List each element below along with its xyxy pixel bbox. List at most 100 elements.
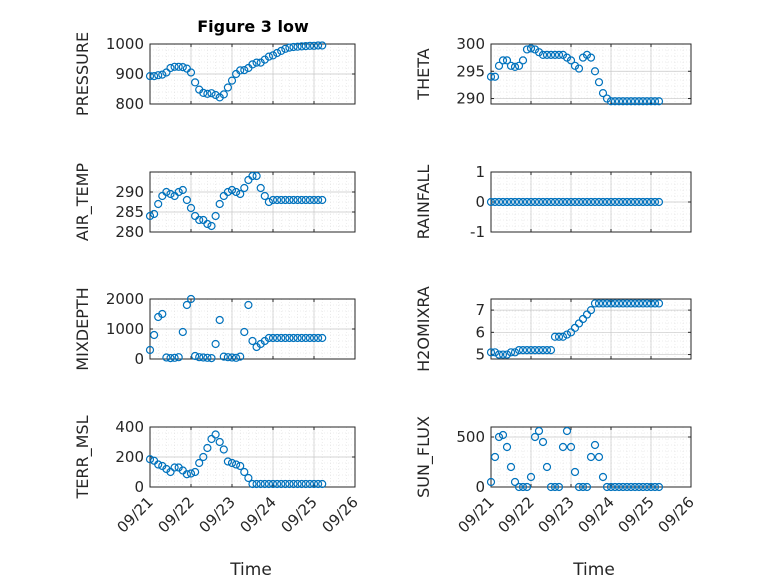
data-point [630,97,640,106]
data-point [578,314,588,324]
data-point [514,482,524,492]
data-point [518,482,528,492]
data-point [227,76,237,85]
y-axis-label: H2OMIXRA [414,286,433,372]
y-tick-label: 400 [115,418,144,436]
data-point [582,310,592,319]
data-point [498,350,508,359]
data-point [182,300,191,310]
data-point [506,61,516,70]
data-point [305,333,314,343]
data-point [289,42,298,52]
data-point [277,46,286,56]
data-point [630,197,640,207]
data-point [510,477,520,487]
data-point [586,452,596,462]
data-point [178,185,187,195]
y-tick-label: 1000 [106,320,144,338]
data-point [522,346,532,355]
data-point [207,89,216,98]
data-point [598,197,608,207]
data-point [570,197,580,207]
data-point [486,197,496,207]
y-axis-label: PRESSURE [73,32,92,116]
data-point [546,50,556,60]
data-point [305,195,314,205]
data-point [273,479,282,489]
data-point [252,479,261,489]
x-tick-label: 09/24 [575,493,618,536]
data-point [626,97,636,106]
panel-theta: 290 295 300 THETA [414,35,692,108]
data-point [256,479,265,489]
data-point [550,482,560,492]
data-point [248,171,257,181]
y-tick-label: 7 [475,301,485,319]
data-point [219,445,228,454]
data-point [586,306,596,315]
data-point [502,442,512,452]
data-point [618,197,628,207]
x-axis-label-right: Time [572,560,615,580]
y-tick-label: 5 [475,346,485,364]
data-point [195,458,204,468]
x-axis-label-left: Time [229,560,272,580]
y-axis-label: THETA [414,48,433,100]
data-point [614,97,624,106]
data-point [566,328,576,337]
data-point [650,299,660,308]
data-point [542,197,552,207]
data-point [223,83,232,92]
data-point [215,437,224,447]
data-point [522,197,532,207]
data-point [314,479,323,489]
data-point [502,197,512,207]
data-point [510,62,520,72]
data-point [486,348,496,357]
data-point [542,50,552,60]
data-point [642,197,652,207]
data-point [252,171,261,181]
data-point [598,88,608,98]
data-point [162,353,171,362]
data-point [594,78,604,87]
data-point [542,346,552,355]
data-point [277,333,286,343]
x-tick-label: 09/21 [114,493,157,536]
data-point [546,482,556,492]
data-point [514,346,524,355]
data-point [546,197,556,207]
y-tick-label: 500 [456,428,485,446]
y-tick-label: 0 [475,193,485,211]
data-point [630,299,640,308]
data-point [634,97,644,106]
data-point [244,473,253,483]
data-point [260,191,269,201]
data-point [538,50,548,60]
data-point [305,479,314,489]
data-point [195,215,204,225]
data-point [586,197,596,207]
data-point [598,472,608,482]
data-point [215,199,224,209]
data-point [562,197,572,207]
data-point [558,197,568,207]
data-point [318,41,327,50]
data-point [219,352,228,361]
data-point [554,482,564,492]
data-point [154,460,163,469]
data-point [150,330,159,340]
data-point [506,348,516,357]
data-point [638,482,648,492]
data-point [248,479,257,489]
data-point [264,52,273,61]
data-point [264,333,273,343]
data-point [526,44,536,53]
data-point [268,333,278,343]
data-point [207,354,216,363]
data-point [606,97,616,106]
data-point [654,299,664,308]
data-point [526,197,536,207]
